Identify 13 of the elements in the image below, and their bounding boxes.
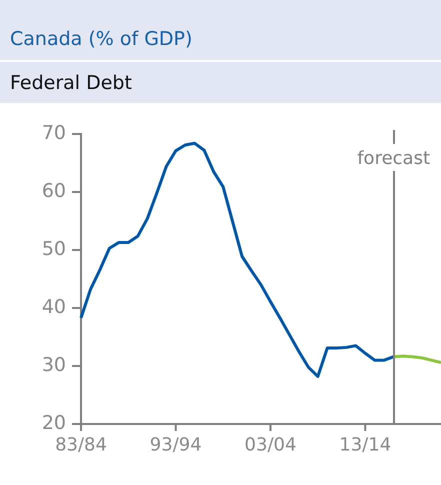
y-tick-label: 30 [42, 354, 66, 376]
y-tick-label: 40 [42, 296, 66, 318]
chart-title: Canada (% of GDP) [0, 0, 441, 62]
y-tick-label: 70 [42, 122, 66, 144]
x-tick-label: 83/84 [55, 434, 107, 456]
y-tick-label: 60 [42, 180, 66, 202]
y-tick-label: 50 [42, 238, 66, 260]
annotation: forecast [356, 147, 432, 171]
x-tick-label: 13/14 [339, 434, 392, 456]
chart-subtitle: Federal Debt [9, 71, 133, 96]
y-tick-label: 20 [42, 412, 66, 434]
x-tick-label: 93/94 [150, 434, 202, 456]
x-tick-label: 03/04 [244, 434, 296, 456]
